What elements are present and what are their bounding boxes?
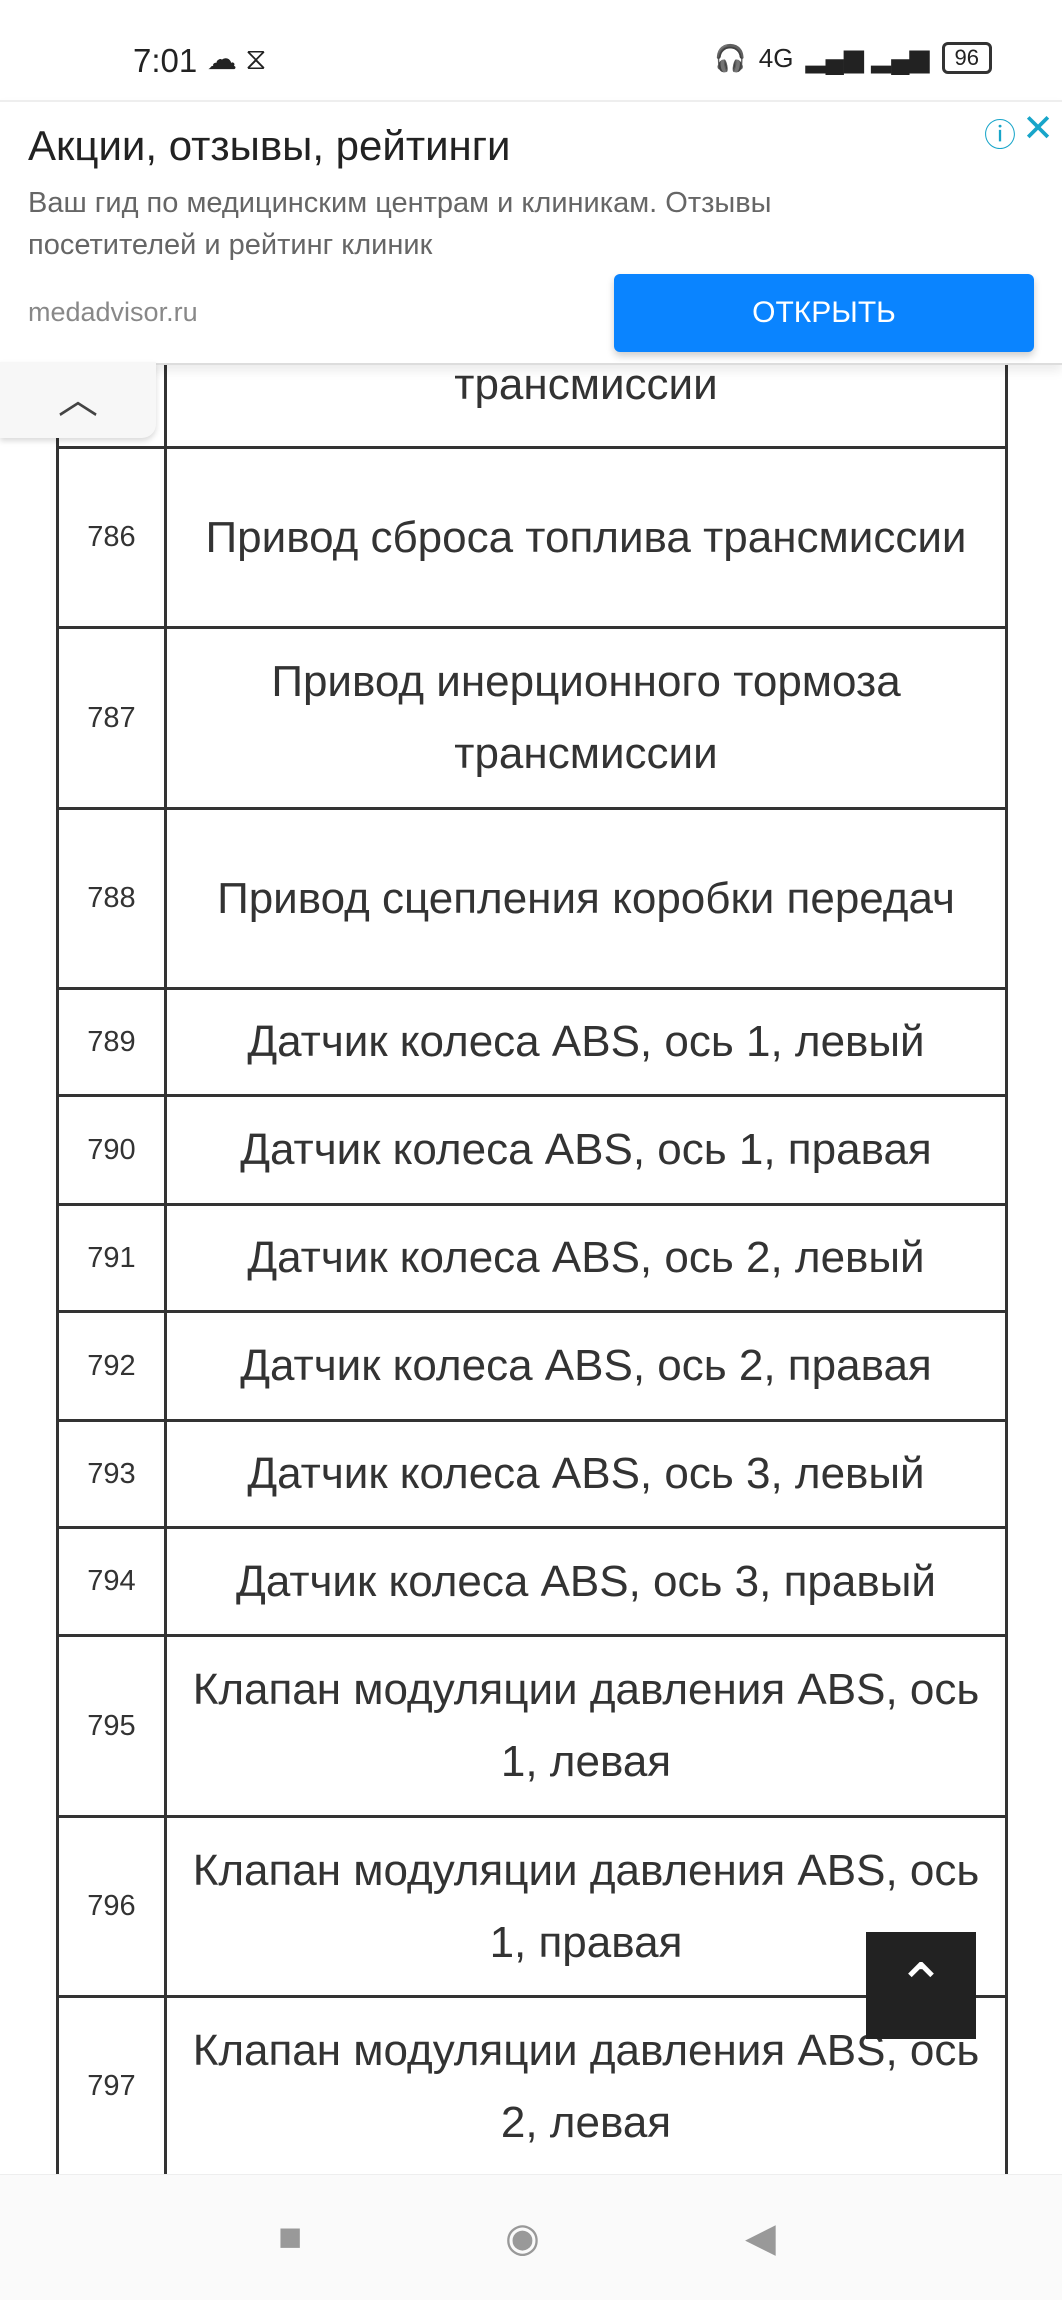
row-description: Клапан модуляции давления ABS, ось 1, ле… (164, 1634, 1008, 1818)
info-icon[interactable]: ⓘ (983, 117, 1016, 153)
row-number: 791 (56, 1203, 167, 1313)
table-row: 793 Датчик колеса ABS, ось 3, левый (56, 1419, 1008, 1529)
row-number: 789 (56, 987, 167, 1097)
row-number: 793 (56, 1419, 167, 1529)
chevron-up-icon: ⌃ (895, 1952, 947, 2019)
row-number: 797 (56, 1995, 167, 2178)
table-row: 794 Датчик колеса ABS, ось 3, правый (56, 1526, 1008, 1637)
row-number: 786 (56, 446, 167, 629)
table-row: 795 Клапан модуляции давления ABS, ось 1,… (56, 1634, 1008, 1818)
row-number: 795 (56, 1634, 167, 1818)
close-icon[interactable]: ✕ (1022, 108, 1054, 150)
status-icons: 🎧 4G ▂▄▆ ▂▄▆ 96 (714, 42, 992, 74)
table-row: 789 Датчик колеса ABS, ось 1, левый (56, 987, 1008, 1097)
table-row: 787 Привод инерционного тормоза трансмисс… (56, 626, 1008, 810)
row-number: 792 (56, 1310, 167, 1422)
table-row: 792 Датчик колеса ABS, ось 2, правая (56, 1310, 1008, 1422)
row-number: 788 (56, 807, 167, 990)
ad-open-button[interactable]: ОТКРЫТЬ (614, 274, 1034, 352)
row-description: Привод сцепления коробки передач (164, 807, 1008, 990)
battery-indicator: 96 (941, 42, 992, 74)
row-description: Привод сброса топлива трансмиссии (164, 446, 1008, 629)
row-number: 794 (56, 1526, 167, 1637)
table-row: 788 Привод сцепления коробки передач (56, 807, 1008, 990)
collapse-ad-button[interactable]: ︿ (0, 362, 156, 438)
row-description: Клапан модуляции давления ABS, ось 1, пр… (164, 1815, 1008, 1998)
row-description: Датчик колеса ABS, ось 2, левый (164, 1203, 1008, 1313)
table-row: 786 Привод сброса топлива трансмиссии (56, 446, 1008, 629)
network-type: 4G (758, 42, 794, 73)
ad-site[interactable]: medadvisor.ru (28, 297, 198, 327)
table-row: 791 Датчик колеса ABS, ось 2, левый (56, 1203, 1008, 1313)
home-button[interactable]: ◉ (505, 2216, 540, 2260)
table-row: 797 Клапан модуляции давления ABS, ось 2,… (56, 1995, 1008, 2178)
row-description: Датчик колеса ABS, ось 3, правый (164, 1526, 1008, 1637)
ad-banner[interactable]: Акции, отзывы, рейтинги Ваш гид по медиц… (0, 100, 1062, 365)
row-description: Датчик колеса ABS, ось 1, левый (164, 987, 1008, 1097)
chevron-up-icon: ︿ (58, 378, 98, 422)
row-number: 796 (56, 1815, 167, 1998)
row-description: Привод инерционного тормоза трансмиссии (164, 626, 1008, 810)
ad-description: Ваш гид по медицинским центрам и клиника… (28, 187, 772, 261)
status-bar: 7:01 ☁ ⧖ 🎧 4G ▂▄▆ ▂▄▆ 96 (0, 0, 1062, 100)
headphones-icon: 🎧 (714, 42, 747, 73)
row-description: Датчик колеса ABS, ось 3, левый (164, 1419, 1008, 1529)
signal-icon: ▂▄▆ ▂▄▆ (805, 42, 930, 73)
clock: 7:01 (133, 42, 198, 79)
recents-button[interactable]: ■ (278, 2215, 303, 2259)
row-description: Датчик колеса ABS, ось 2, правая (164, 1310, 1008, 1422)
cloud-icon: ☁ ⧖ (207, 43, 267, 76)
scroll-to-top-button[interactable]: ⌃ (866, 1932, 976, 2039)
ad-title: Акции, отзывы, рейтинги (28, 122, 511, 169)
navigation-bar: ■ ◉ ◀ (0, 2174, 1062, 2300)
table-row: 790 Датчик колеса ABS, ось 1, правая (56, 1094, 1008, 1206)
back-button[interactable]: ◀ (745, 2216, 776, 2260)
row-number: 790 (56, 1094, 167, 1206)
data-table: трансмиссии 786 Привод сброса топлива тран… (56, 320, 1008, 2178)
row-number: 787 (56, 626, 167, 810)
row-description: Датчик колеса ABS, ось 1, правая (164, 1094, 1008, 1206)
table-row: 796 Клапан модуляции давления ABS, ось 1,… (56, 1815, 1008, 1998)
